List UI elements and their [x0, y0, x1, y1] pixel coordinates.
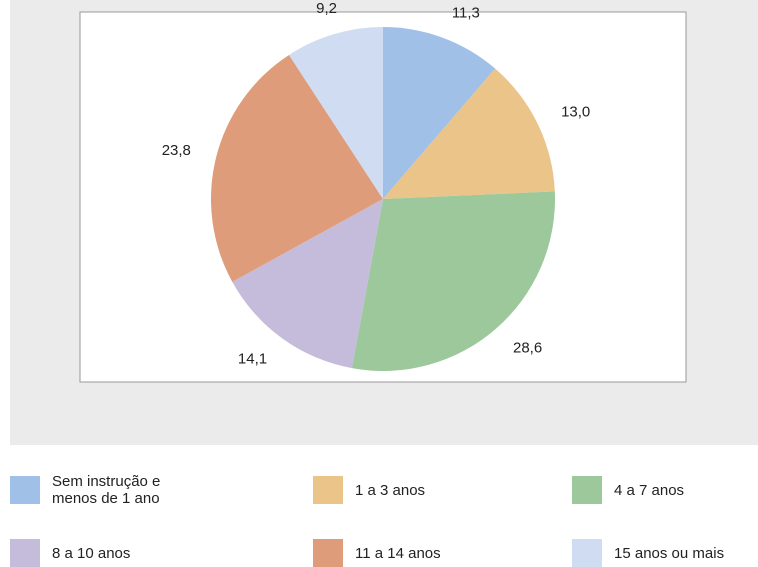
legend-item: 15 anos ou mais — [572, 536, 758, 567]
legend-swatch — [10, 539, 40, 567]
pie-slice — [289, 27, 383, 199]
pie-slice — [211, 54, 383, 282]
legend-swatch — [313, 539, 343, 567]
legend-label: 1 a 3 anos — [355, 481, 426, 499]
pie-slice — [232, 199, 383, 369]
pie-slice — [383, 27, 496, 199]
data-label: 13,0 — [561, 103, 590, 120]
pie-slice — [383, 68, 555, 199]
legend-label: Sem instrução e menos de 1 ano — [52, 473, 161, 507]
legend-item: 11 a 14 anos — [313, 536, 515, 567]
legend-item: 4 a 7 anos — [572, 473, 758, 507]
data-label: 28,6 — [513, 339, 542, 356]
legend-label: 15 anos ou mais — [614, 544, 725, 562]
legend-label: 4 a 7 anos — [614, 481, 685, 499]
data-label: 11,3 — [452, 4, 480, 21]
legend-item: 8 a 10 anos — [10, 536, 212, 567]
data-label: 9,2 — [316, 0, 337, 17]
pie-slice — [351, 191, 555, 372]
data-label: 14,1 — [238, 351, 267, 368]
legend-swatch — [572, 476, 602, 504]
legend-swatch — [313, 476, 343, 504]
legend-label: 8 a 10 anos — [52, 544, 131, 562]
legend-label: 11 a 14 anos — [355, 544, 441, 562]
legend-item: 1 a 3 anos — [313, 473, 515, 507]
legend-swatch — [572, 539, 602, 567]
legend-item: Sem instrução e menos de 1 ano — [10, 473, 177, 507]
data-label: 23,8 — [162, 142, 191, 159]
legend-swatch — [10, 476, 40, 504]
